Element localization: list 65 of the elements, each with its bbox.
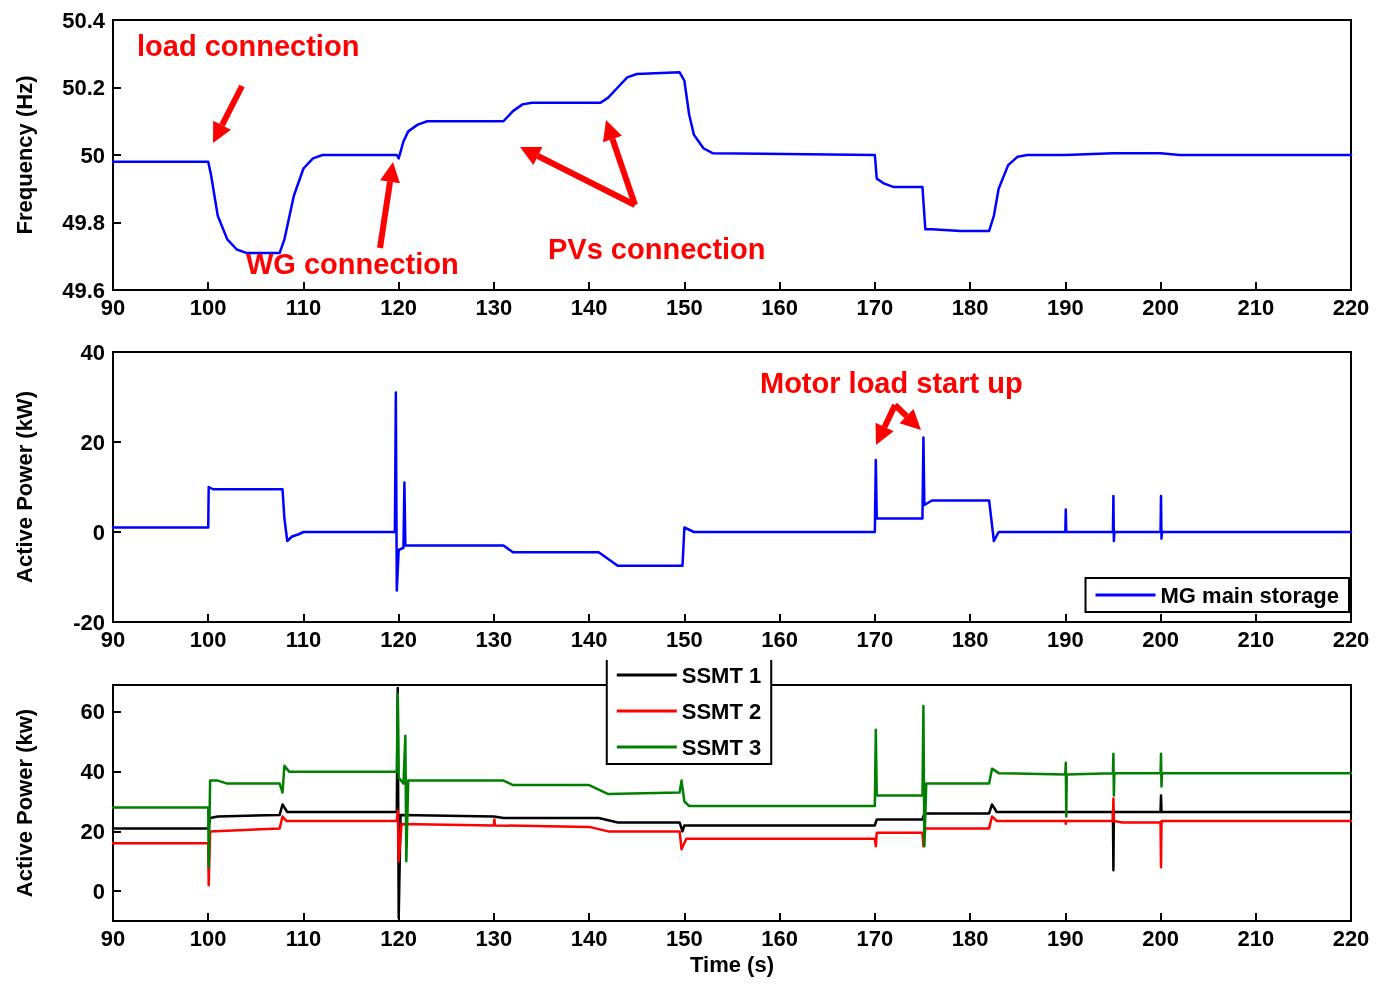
y-tick-label: 49.8	[62, 210, 105, 235]
x-tick-label: 100	[189, 294, 227, 320]
x-tick-label: 130	[475, 925, 513, 951]
y-tick-label: 20	[80, 429, 105, 455]
x-tick-label: 160	[761, 925, 798, 951]
y-tick-label: 40	[80, 339, 105, 365]
line-series	[111, 692, 1353, 869]
x-tick-label: 180	[951, 294, 989, 320]
annotation: load connection	[137, 30, 360, 63]
x-tick-label: 190	[1046, 294, 1084, 320]
x-tick-label: 140	[570, 925, 608, 951]
x-tick-label: 120	[380, 925, 418, 951]
x-tick-label: 110	[285, 626, 322, 652]
x-tick-label: 220	[1332, 294, 1370, 320]
y-tick-label: 40	[80, 759, 105, 785]
legend-label: SSMT 3	[681, 734, 762, 760]
x-tick-label: 200	[1142, 925, 1179, 951]
y-tick-label: 50.2	[62, 75, 105, 100]
y-tick-label: 60	[80, 699, 105, 725]
annotation: WG connection	[246, 248, 459, 281]
x-tick-label: 130	[475, 626, 513, 652]
x-tick-label: 170	[856, 626, 894, 652]
y-tick-label: 0	[92, 878, 105, 904]
x-tick-label: 160	[761, 294, 798, 320]
y-tick-label: 0	[92, 519, 105, 545]
y-axis-title: Active Power (kW)	[11, 391, 37, 583]
x-tick-label: 150	[666, 294, 703, 320]
x-tick-label: 150	[666, 626, 703, 652]
x-tick-label: 150	[666, 925, 703, 951]
x-tick-label: 110	[285, 294, 322, 320]
annotation: PVs connection	[548, 233, 766, 266]
x-tick-label: 220	[1332, 925, 1370, 951]
x-tick-label: 100	[189, 925, 227, 951]
x-tick-label: 200	[1142, 294, 1179, 320]
x-tick-label: 180	[951, 925, 989, 951]
x-tick-label: 130	[475, 294, 513, 320]
x-tick-label: 140	[570, 294, 608, 320]
x-tick-label: 210	[1237, 626, 1275, 652]
legend-label: MG main storage	[1160, 582, 1339, 608]
x-tick-label: 170	[856, 925, 894, 951]
y-tick-label: 20	[80, 818, 105, 844]
x-tick-label: 210	[1237, 925, 1275, 951]
x-tick-label: 100	[189, 626, 227, 652]
y-tick-label: 50	[80, 142, 105, 168]
x-tick-label: 170	[856, 294, 894, 320]
legend-label: SSMT 2	[681, 698, 762, 724]
x-tick-label: 160	[761, 626, 798, 652]
x-tick-label: 180	[951, 626, 989, 652]
x-tick-label: 220	[1332, 626, 1370, 652]
x-tick-label: 190	[1046, 925, 1084, 951]
x-tick-label: 110	[285, 925, 322, 951]
x-tick-label: 120	[380, 626, 418, 652]
x-axis-title: Time (s)	[690, 952, 774, 978]
x-tick-label: 200	[1142, 626, 1179, 652]
line-series	[111, 797, 1353, 887]
x-tick-label: 140	[570, 626, 608, 652]
y-axis-title: Active Power (kw)	[11, 708, 37, 898]
annotation: Motor load start up	[760, 367, 1023, 400]
x-tick-label: 90	[100, 925, 126, 951]
y-axis-title: Frequency (Hz)	[11, 75, 37, 235]
x-tick-label: 120	[380, 294, 418, 320]
x-tick-label: 210	[1237, 294, 1275, 320]
x-tick-label: 190	[1046, 626, 1084, 652]
y-tick-label: 50.4	[62, 7, 106, 33]
legend-label: SSMT 1	[681, 662, 762, 688]
